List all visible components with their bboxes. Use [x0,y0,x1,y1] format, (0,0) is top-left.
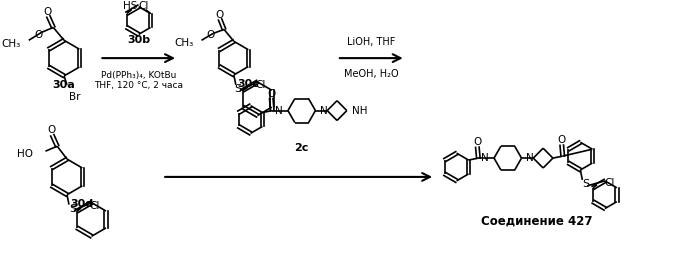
Text: MeOH, H₂O: MeOH, H₂O [344,69,398,79]
Text: S: S [69,203,76,214]
Text: NH: NH [351,106,368,116]
Text: THF, 120 °C, 2 часа: THF, 120 °C, 2 часа [94,81,183,90]
Text: O: O [43,7,52,16]
Text: CH₃: CH₃ [174,38,194,48]
Text: Cl: Cl [89,201,99,211]
Text: HS: HS [123,1,138,11]
Text: 30d: 30d [70,199,93,209]
Text: LiOH, THF: LiOH, THF [347,37,395,47]
Text: O: O [206,30,214,40]
Text: N: N [482,153,489,163]
Text: CH₃: CH₃ [1,39,21,49]
Text: 30c: 30c [237,79,260,89]
Text: Br: Br [69,92,80,102]
Text: Соединение 427: Соединение 427 [482,215,593,228]
Text: 2c: 2c [295,143,309,153]
Text: S: S [234,84,241,94]
Text: O: O [34,30,43,40]
Text: O: O [215,10,223,20]
Text: O: O [473,137,482,147]
Text: Cl: Cl [605,178,615,188]
Text: O: O [558,135,566,145]
Text: 30b: 30b [127,35,150,45]
Text: N: N [275,106,283,116]
Text: Cl: Cl [256,80,266,90]
Text: N: N [321,106,328,116]
Text: O: O [47,125,55,135]
Text: Cl: Cl [139,1,149,11]
Text: N: N [526,153,534,163]
Text: HO: HO [17,149,33,159]
Text: O: O [267,89,275,99]
Text: Pd(PPh₃)₄, KOtBu: Pd(PPh₃)₄, KOtBu [101,71,176,80]
Text: 30a: 30a [52,80,76,90]
Text: S: S [582,179,590,189]
